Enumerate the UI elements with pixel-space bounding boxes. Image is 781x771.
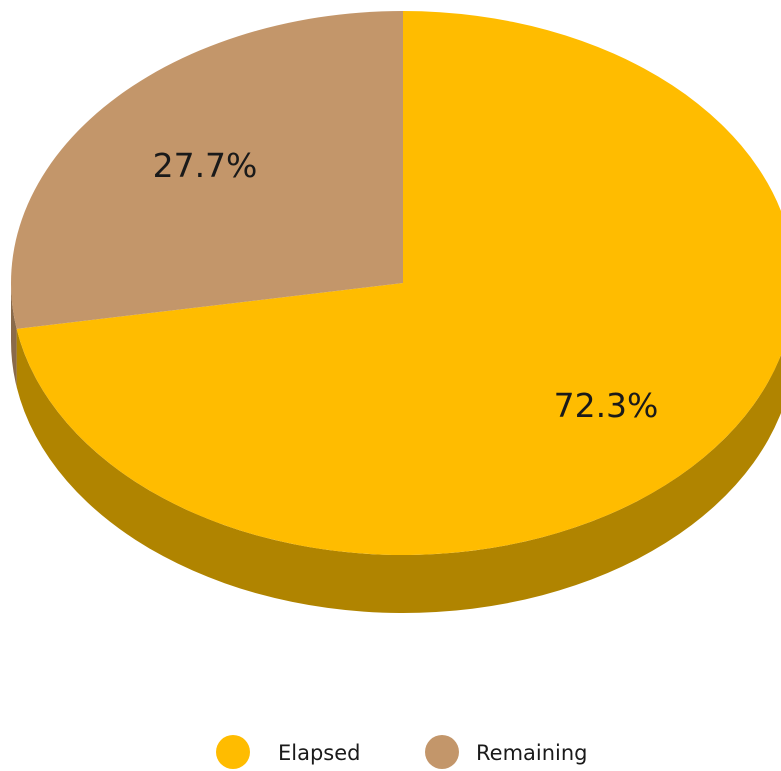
pie-side-remaining bbox=[11, 283, 17, 387]
legend-label-elapsed: Elapsed bbox=[278, 741, 361, 765]
pie-side-elapsed bbox=[16, 328, 781, 613]
slice-label-remaining: 27.7% bbox=[153, 146, 258, 185]
legend-swatch-remaining bbox=[425, 735, 459, 769]
slice-label-elapsed: 72.3% bbox=[554, 386, 659, 425]
slice-labels: 72.3% 27.7% bbox=[153, 146, 659, 425]
legend-label-remaining: Remaining bbox=[476, 741, 588, 765]
pie-slice-elapsed bbox=[16, 11, 781, 555]
pie-top bbox=[10, 11, 781, 555]
legend-swatch-elapsed bbox=[216, 735, 250, 769]
legend: Elapsed Remaining bbox=[216, 735, 588, 769]
pie-slice-remaining bbox=[10, 11, 404, 329]
pie-depth bbox=[11, 283, 781, 613]
